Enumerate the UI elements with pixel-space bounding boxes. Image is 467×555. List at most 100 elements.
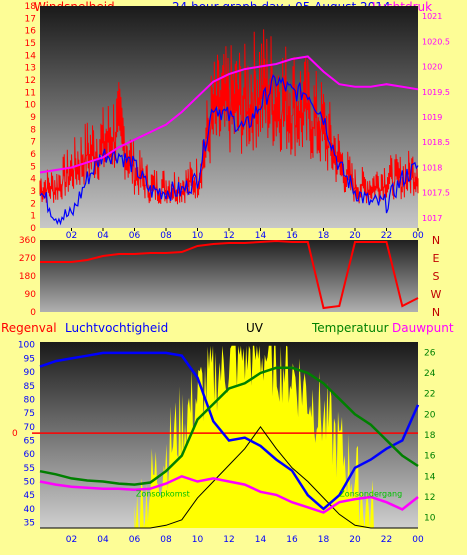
dir-tick-360: 360 [19, 236, 36, 246]
x-tick-18: 18 [318, 231, 330, 241]
uv-series [40, 425, 418, 529]
humidity-tick-85: 85 [24, 382, 35, 392]
wind-direction-series [40, 239, 419, 310]
uv-legend: UV [246, 321, 263, 335]
x-tick-02: 02 [66, 231, 77, 241]
humidity-tick-60: 60 [24, 450, 36, 460]
y-right-tick-1020: 1020 [422, 63, 442, 72]
dir-tick-90: 90 [25, 290, 37, 300]
y-left-tick-16: 16 [25, 27, 37, 37]
x-tick-20: 20 [349, 231, 361, 241]
humidity-tick-70: 70 [24, 423, 36, 433]
humidity-tick-55: 55 [24, 464, 35, 474]
x3-tick-20: 20 [349, 535, 361, 545]
y-left-tick-2: 2 [30, 199, 36, 209]
temp-tick-20: 20 [424, 410, 436, 420]
y-right-tick-1017: 1017 [422, 214, 442, 223]
y-left-tick-0: 0 [30, 224, 36, 234]
compass-label-N: N [432, 234, 440, 247]
x3-tick-10: 10 [192, 535, 204, 545]
temp-tick-12: 12 [424, 493, 435, 503]
temperature-legend: Temperatuur [312, 321, 389, 335]
humidity-tick-100: 100 [18, 341, 35, 351]
y-right-tick-1019: 1019 [422, 113, 442, 122]
rain-zero-label: 0 [12, 429, 18, 439]
dewpoint-legend: Dauwpunt [392, 321, 454, 335]
y-left-tick-7: 7 [30, 138, 36, 148]
temp-tick-26: 26 [424, 348, 436, 358]
humidity-tick-75: 75 [24, 409, 35, 419]
x-tick-22: 22 [381, 231, 392, 241]
humidity-tick-65: 65 [24, 436, 35, 446]
humidity-tick-50: 50 [24, 478, 36, 488]
x3-tick-02: 02 [66, 535, 77, 545]
x3-tick-08: 08 [160, 535, 172, 545]
dewpoint-series [39, 474, 419, 514]
y-left-tick-15: 15 [25, 39, 36, 49]
y-left-tick-5: 5 [30, 162, 36, 172]
x3-tick-00: 00 [412, 535, 424, 545]
y-right-tick-1018: 1018 [422, 163, 442, 172]
x-tick-04: 04 [97, 231, 109, 241]
x3-tick-14: 14 [255, 535, 267, 545]
sunset-label: Zonsondergang [339, 489, 402, 498]
humidity-tick-90: 90 [24, 368, 36, 378]
humidity-tick-45: 45 [24, 491, 35, 501]
y-left-tick-11: 11 [25, 88, 36, 98]
y-left-tick-1: 1 [30, 212, 36, 222]
x-tick-08: 08 [160, 231, 172, 241]
y-left-tick-4: 4 [30, 175, 36, 185]
x3-tick-18: 18 [318, 535, 330, 545]
dir-tick-0: 0 [30, 308, 36, 318]
x3-tick-06: 06 [129, 535, 141, 545]
dir-tick-270: 270 [19, 254, 36, 264]
temp-tick-22: 22 [424, 390, 435, 400]
y-left-tick-9: 9 [30, 113, 36, 123]
rain-legend: Regenval [1, 321, 57, 335]
temp-tick-10: 10 [424, 514, 436, 524]
x-tick-10: 10 [192, 231, 204, 241]
sunrise-label: Zonsopkomst [136, 489, 190, 498]
temp-tick-24: 24 [424, 369, 436, 379]
x-tick-12: 12 [223, 231, 234, 241]
y-right-tick-1019.5: 1019.5 [422, 88, 450, 97]
y-left-tick-10: 10 [25, 101, 37, 111]
x3-tick-16: 16 [286, 535, 298, 545]
humidity-tick-35: 35 [24, 519, 35, 529]
x3-tick-22: 22 [381, 535, 392, 545]
pressure-series [39, 55, 419, 174]
humidity-tick-40: 40 [24, 505, 36, 515]
temperature-series [39, 366, 419, 486]
x-tick-16: 16 [286, 231, 298, 241]
temp-tick-14: 14 [424, 472, 436, 482]
compass-label-N: N [432, 306, 440, 319]
solar-radiation-area [134, 345, 374, 528]
temp-tick-18: 18 [424, 431, 436, 441]
y-left-tick-18: 18 [25, 2, 37, 12]
compass-label-E: E [433, 252, 440, 265]
temp-tick-16: 16 [424, 452, 436, 462]
y-left-tick-12: 12 [25, 76, 36, 86]
compass-label-W: W [431, 288, 442, 301]
dir-tick-180: 180 [19, 272, 36, 282]
humidity-legend: Luchtvochtigheid [65, 321, 169, 335]
y-left-tick-14: 14 [25, 51, 37, 61]
y-right-tick-1018.5: 1018.5 [422, 138, 450, 147]
y-left-tick-3: 3 [30, 187, 36, 197]
y-left-tick-17: 17 [25, 14, 36, 24]
wind-gust-series [39, 29, 419, 205]
x-tick-14: 14 [255, 231, 267, 241]
y-left-tick-6: 6 [30, 150, 36, 160]
plot-area-wind-direction [40, 240, 418, 312]
y-left-tick-8: 8 [30, 125, 36, 135]
y-right-tick-1020.5: 1020.5 [422, 37, 450, 46]
humidity-series [39, 351, 420, 511]
humidity-tick-80: 80 [24, 395, 36, 405]
humidity-tick-95: 95 [24, 354, 35, 364]
y-left-tick-13: 13 [25, 64, 36, 74]
wind-average-series [39, 74, 419, 226]
x-tick-06: 06 [129, 231, 141, 241]
compass-label-S: S [433, 270, 440, 283]
y-right-tick-1021: 1021 [422, 12, 442, 21]
